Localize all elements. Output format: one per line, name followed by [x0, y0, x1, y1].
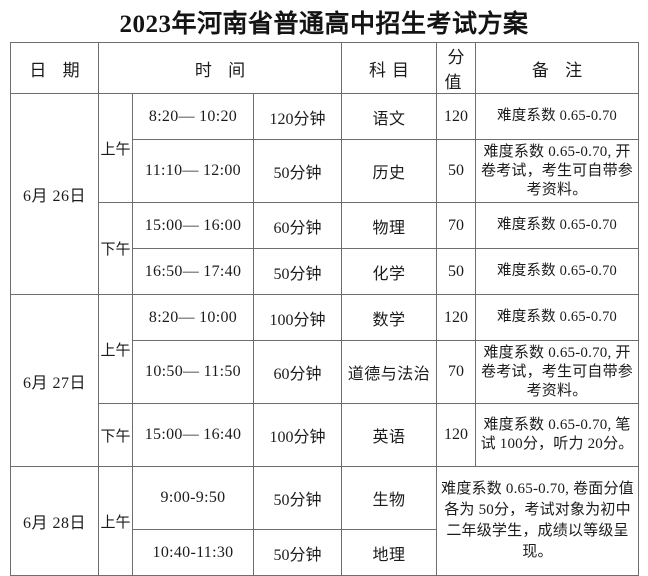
table-row: 6月 27日 上午 8:20— 10:00 100分钟 数学 120 难度系数 0.65-0…	[10, 294, 640, 467]
cell-duration: 120分钟	[252, 93, 343, 140]
cell-date: 6月 27日	[10, 294, 99, 467]
cell-score: 50	[436, 248, 477, 295]
table-header-row: 日 期 时 间 科目 分值 备 注	[10, 42, 640, 94]
header-time: 时 间	[97, 42, 343, 94]
cell-time-range: 11:10— 12:00	[132, 139, 254, 203]
cell-half-day: 上午	[98, 93, 133, 203]
cell-subject: 化学	[341, 248, 438, 295]
cell-duration: 60分钟	[252, 340, 343, 404]
cell-subject: 生物	[341, 466, 438, 530]
cell-subject: 数学	[341, 294, 438, 341]
cell-duration: 50分钟	[252, 139, 343, 203]
header-note: 备 注	[475, 42, 640, 94]
table-row: 11:10— 12:00 50分钟 历史 50 难度系数 0.65-0.70, 开卷考试…	[11, 139, 640, 203]
cell-score: 70	[436, 340, 477, 404]
table-row: 下午 15:00— 16:40 100分钟 英语 120 难度系数 0.65-0.70, …	[11, 403, 640, 467]
cell-subject: 地理	[341, 529, 438, 576]
cell-subject: 物理	[341, 202, 438, 249]
cell-score: 70	[436, 202, 477, 249]
exam-schedule-page: 2023年河南省普通高中招生考试方案 日 期 时 间 科目 分值 备 注 6月 …	[10, 11, 640, 576]
cell-note: 难度系数 0.65-0.70, 开卷考试，考生可自带参考资料。	[475, 340, 640, 404]
header-score: 分值	[436, 42, 477, 94]
cell-date: 6月 26日	[10, 93, 99, 295]
cell-duration: 50分钟	[252, 529, 343, 576]
cell-half-day: 下午	[98, 403, 133, 467]
cell-subject: 道德与法治	[341, 340, 438, 404]
exam-schedule-table: 日 期 时 间 科目 分值 备 注 6月 26日 上午 8:20— 10:20 120…	[10, 42, 640, 576]
cell-time-range: 8:20— 10:20	[132, 93, 254, 140]
cell-note: 难度系数 0.65-0.70	[475, 202, 640, 249]
header-date: 日 期	[10, 42, 99, 94]
page-title: 2023年河南省普通高中招生考试方案	[119, 11, 529, 38]
cell-subject: 历史	[341, 139, 438, 203]
cell-time-range: 10:40-11:30	[132, 529, 254, 576]
cell-score: 120	[436, 294, 477, 341]
table-body: 6月 26日 上午 8:20— 10:20 120分钟 语文 120 难度系数 0.65-0…	[10, 93, 640, 576]
table-row: 6月 28日 上午 9:00-9:50 50分钟 生物 难度系数 0.65-0.70, 卷…	[10, 466, 640, 576]
cell-score: 50	[436, 139, 477, 203]
cell-subject: 英语	[341, 403, 438, 467]
cell-duration: 100分钟	[252, 294, 343, 341]
cell-duration: 60分钟	[252, 202, 343, 249]
table-header: 日 期 时 间 科目 分值 备 注	[10, 42, 640, 94]
cell-note: 难度系数 0.65-0.70, 卷面分值各为 50分，考试对象为初中二年级学生，…	[436, 466, 640, 576]
cell-note: 难度系数 0.65-0.70, 笔试 100分，听力 20分。	[475, 403, 640, 467]
cell-half-day: 上午	[98, 466, 133, 576]
cell-note: 难度系数 0.65-0.70, 开卷考试，考生可自带参考资料。	[475, 139, 640, 203]
cell-note: 难度系数 0.65-0.70	[475, 248, 640, 295]
cell-duration: 50分钟	[252, 248, 343, 295]
cell-time-range: 8:20— 10:00	[132, 294, 254, 341]
cell-time-range: 15:00— 16:00	[132, 202, 254, 249]
cell-half-day: 下午	[98, 202, 133, 295]
cell-score: 120	[436, 403, 477, 467]
cell-score: 120	[436, 93, 477, 140]
table-row: 6月 26日 上午 8:20— 10:20 120分钟 语文 120 难度系数 0.65-0…	[10, 93, 640, 295]
cell-note: 难度系数 0.65-0.70	[475, 294, 640, 341]
table-row: 16:50— 17:40 50分钟 化学 50 难度系数 0.65-0.70	[11, 248, 640, 295]
schedule-table-wrapper: 日 期 时 间 科目 分值 备 注 6月 26日 上午 8:20— 10:20 120…	[0, 42, 648, 576]
cell-duration: 100分钟	[252, 403, 343, 467]
cell-note: 难度系数 0.65-0.70	[475, 93, 640, 140]
table-row: 下午 15:00— 16:00 60分钟 物理 70 难度系数 0.65-0.70	[11, 202, 640, 295]
cell-time-range: 15:00— 16:40	[132, 403, 254, 467]
cell-half-day: 上午	[98, 294, 133, 404]
cell-duration: 50分钟	[252, 466, 343, 530]
cell-time-range: 16:50— 17:40	[132, 248, 254, 295]
cell-date: 6月 28日	[10, 466, 99, 576]
table-row: 10:50— 11:50 60分钟 道德与法治 70 难度系数 0.65-0.70, 开…	[11, 340, 640, 404]
cell-time-range: 10:50— 11:50	[132, 340, 254, 404]
header-subject: 科目	[341, 42, 438, 94]
cell-subject: 语文	[341, 93, 438, 140]
cell-time-range: 9:00-9:50	[132, 466, 254, 530]
